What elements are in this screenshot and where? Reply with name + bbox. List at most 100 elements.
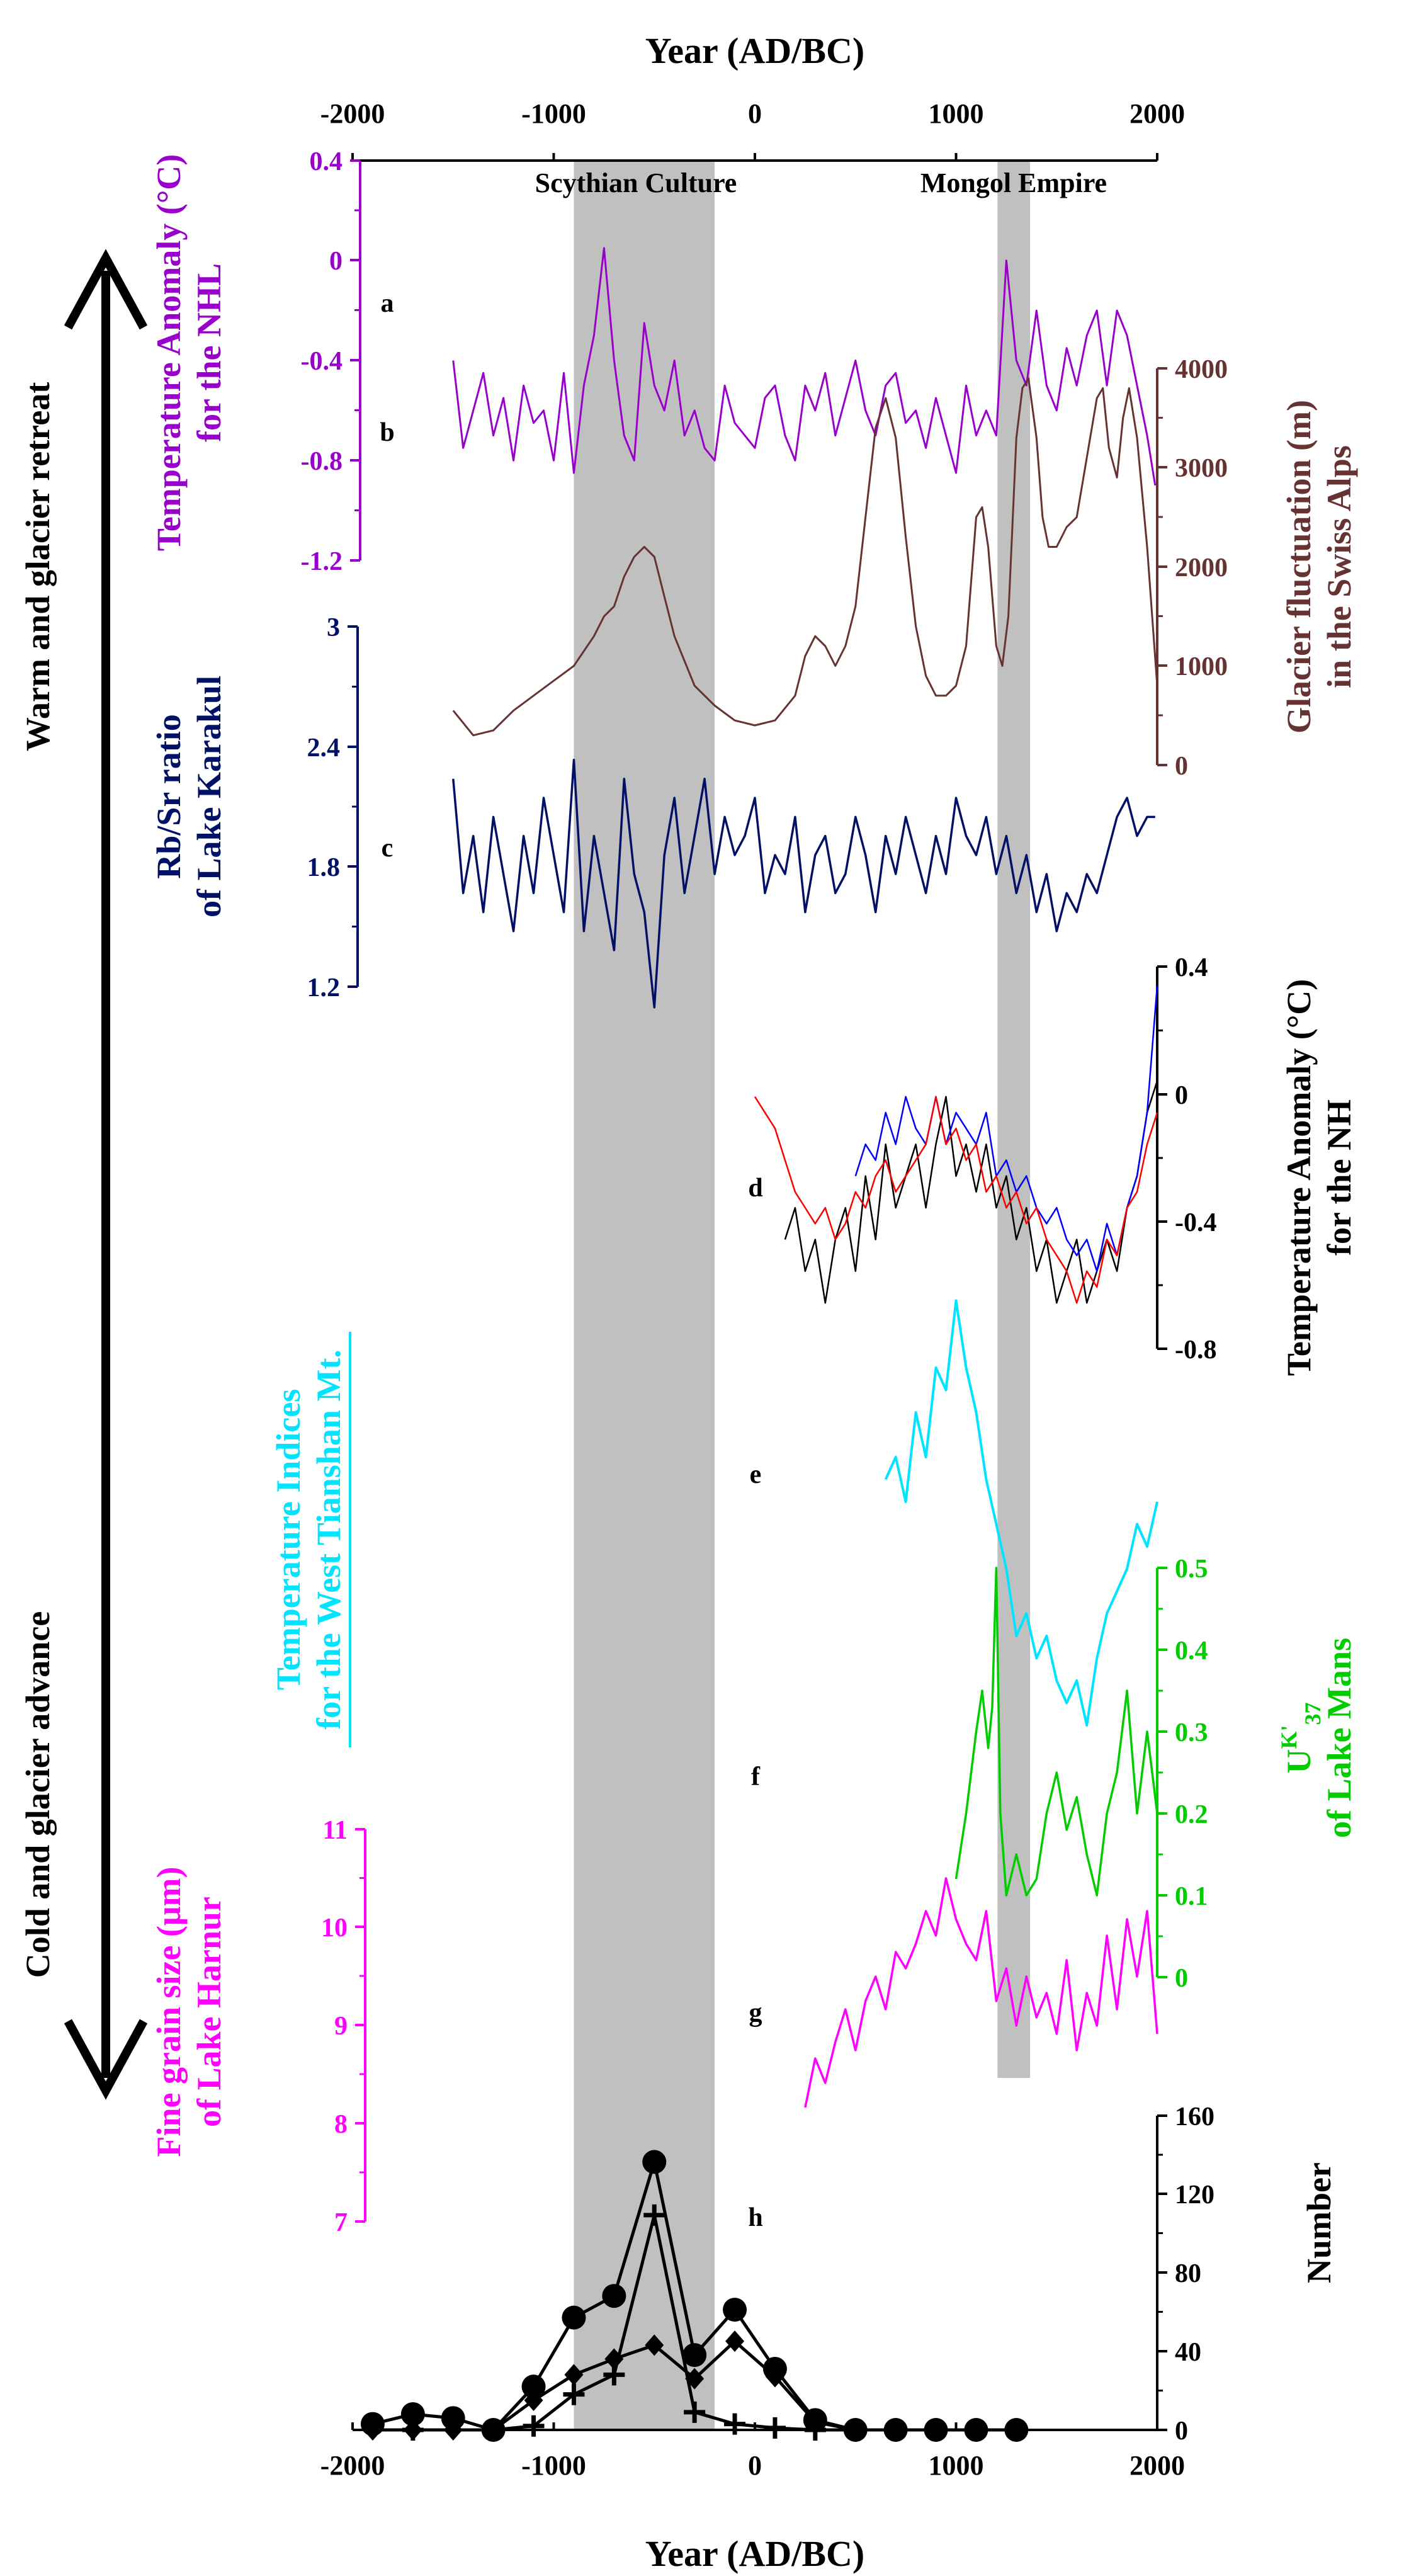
panel-c-y-tick-label: 1.8: [307, 853, 341, 882]
panel-h-circle-marker: [521, 2375, 546, 2399]
panel-h-plus-marker: [684, 2401, 706, 2423]
panel-c-letter: c: [382, 834, 393, 863]
panel-f-letter: f: [751, 1762, 761, 1791]
panel-h-plus-marker: [523, 2415, 545, 2437]
panel-a-y-tick-label: 0: [329, 247, 343, 276]
panel-h-circle-marker: [441, 2406, 465, 2431]
panel-h-circle-marker: [1004, 2418, 1029, 2442]
panel-h-diamond-marker: [564, 2364, 584, 2386]
panel-d-axis-label-line: Temperature Anomaly (°C): [1280, 979, 1318, 1376]
panel-b-y-tick-label: 2000: [1175, 553, 1228, 582]
panel-c-axis-label: Rb/Sr ratio of Lake Karakul: [150, 676, 228, 917]
panel-b-axis-label-line: Glacier fluctuation (m): [1280, 400, 1318, 734]
top-x-axis-title: Year (AD/BC): [645, 30, 864, 71]
x-axes: Year (AD/BC) Year (AD/BC) -2000 -2000 -100…: [320, 30, 1185, 2574]
uk37-subscript: 37: [1300, 1702, 1325, 1725]
panel-e-letter: e: [750, 1460, 762, 1489]
panel-h-circle-marker: [964, 2418, 988, 2442]
panel-e-axis-label-line: Temperature Indices: [269, 1389, 307, 1691]
panel-g-y-tick-label: 9: [334, 2012, 348, 2041]
shaded-period: [997, 161, 1031, 2078]
panel-h-plus-marker: [603, 2364, 625, 2386]
arrow-top-label: Warm and glacier retreat: [19, 382, 57, 751]
panel-f-series-line: [954, 1567, 1158, 1897]
panel-f-y-tick-label: 0.2: [1175, 1800, 1208, 1829]
panel-d-y-tick-label: -0.8: [1175, 1336, 1217, 1365]
arrow-head-down: [64, 2019, 148, 2100]
panel-d-series-line: [754, 1096, 1158, 1304]
direction-arrow: Warm and glacier retreat Cold and glacie…: [19, 249, 148, 2100]
arrow-head-up: [64, 249, 148, 330]
top-x-tick-label: 2000: [1129, 98, 1185, 129]
panel-b-series-line: [452, 377, 1158, 737]
panel-e-axis-label-line: for the West Tianshan Mt.: [310, 1349, 348, 1730]
panel-g-axis-label-line: of Lake Harnur: [190, 1897, 228, 2127]
panel-h-circle-marker: [642, 2150, 667, 2174]
panel-h-plus-marker: [402, 2419, 424, 2441]
panel-d-axis-label-line: for the NH: [1320, 1099, 1358, 1256]
panel-h-diamond-marker: [645, 2334, 664, 2356]
panel-h-plus-marker: [764, 2417, 786, 2439]
panel-h-circle-marker: [562, 2305, 586, 2330]
bottom-x-tick-label: 2000: [1129, 2450, 1185, 2481]
panel-g-y-tick-label: 8: [334, 2110, 348, 2139]
panel-g: 11 10 9 8 7 g Fine grain size (μm) of Lake Harn…: [150, 1816, 1158, 2237]
panel-c-series-line: [452, 758, 1155, 1009]
panel-d-y-tick-label: -0.4: [1175, 1208, 1217, 1237]
panel-h-y-tick-label: 40: [1175, 2338, 1201, 2367]
panel-d-letter: d: [748, 1174, 762, 1203]
panel-d-y-tick-label: 0: [1175, 1081, 1188, 1110]
panels: 0.4 0 -0.4 -0.8 -1.2 a Temperature Anomaly (°C…: [150, 147, 1358, 2446]
panel-b-y-tick-label: 4000: [1175, 355, 1228, 384]
panel-h-circle-marker: [723, 2298, 747, 2322]
panel-h-diamond-marker: [765, 2366, 784, 2388]
panel-h-circle-marker: [883, 2418, 908, 2442]
panel-h-diamond-marker: [725, 2330, 745, 2352]
panel-a-y-tick-label: -1.2: [301, 547, 343, 576]
panel-g-letter: g: [749, 1999, 762, 2028]
panel-c-y-tick-label: 3: [327, 613, 340, 642]
panel-h-y-tick-label: 0: [1175, 2417, 1188, 2446]
panel-h-diamond-marker: [363, 2419, 382, 2441]
panel-f-y-tick-label: 0.1: [1175, 1882, 1208, 1911]
panel-a-y-tick-label: -0.4: [301, 347, 343, 376]
bottom-x-tick-label: -2000: [320, 2450, 385, 2481]
panel-c-axis-label-line: of Lake Karakul: [190, 676, 228, 917]
uk37-superscript: K': [1276, 1725, 1301, 1749]
panel-h-circle-marker: [400, 2402, 425, 2426]
panel-c: 3 2.4 1.8 1.2 c Rb/Sr ratio of Lake Karakul: [150, 613, 1155, 1009]
panel-a-y-tick-label: 0.4: [310, 147, 343, 176]
panel-h-plus-marker: [482, 2419, 504, 2441]
panel-a-axis-label-line: for the NHL: [190, 263, 228, 442]
panel-b-y-tick-label: 3000: [1175, 454, 1228, 483]
panel-h-circle-marker: [682, 2343, 707, 2368]
panel-a-axis-label-line: Temperature Anomaly (°C): [150, 154, 188, 552]
panel-g-axis-label: Fine grain size (μm) of Lake Harnur: [150, 1866, 228, 2157]
panel-b-letter: b: [380, 418, 394, 447]
panel-c-y-tick-label: 2.4: [307, 734, 341, 763]
panel-h-y-tick-label: 160: [1175, 2102, 1214, 2131]
panel-h-plus-marker: [844, 2419, 866, 2441]
arrow-bottom-label: Cold and glacier advance: [19, 1611, 57, 1978]
panel-d-series-line: [854, 985, 1158, 1273]
panel-d: 0.4 0 -0.4 -0.8 d Temperature Anomaly (°C) for…: [748, 953, 1358, 1376]
top-x-tick-label: -2000: [320, 98, 385, 129]
panel-h-circle-marker: [924, 2418, 948, 2442]
panel-h-diamond-marker: [524, 2390, 543, 2412]
panel-h-plus-marker: [724, 2413, 746, 2435]
panel-g-y-tick-label: 10: [321, 1914, 348, 1943]
panel-d-y-tick-label: 0.4: [1175, 953, 1208, 982]
bottom-x-tick-label: 0: [748, 2450, 762, 2481]
panel-a-letter: a: [381, 289, 394, 318]
panel-g-series-line: [804, 1877, 1158, 2108]
panel-f-y-tick-label: 0.4: [1175, 1637, 1208, 1665]
panel-b-y-tick-label: 0: [1175, 752, 1188, 781]
panel-e-series-line: [884, 1299, 1158, 1727]
shaded-period-label: Mongol Empire: [920, 167, 1107, 198]
panel-b-axis-label-line: in the Swiss Alps: [1320, 445, 1358, 688]
panel-e: e Temperature Indices for the West Tiansha…: [269, 1299, 1158, 1747]
top-x-tick-label: 1000: [929, 98, 984, 129]
shaded-period: [574, 161, 715, 2430]
panel-h-plus-marker: [804, 2419, 826, 2441]
